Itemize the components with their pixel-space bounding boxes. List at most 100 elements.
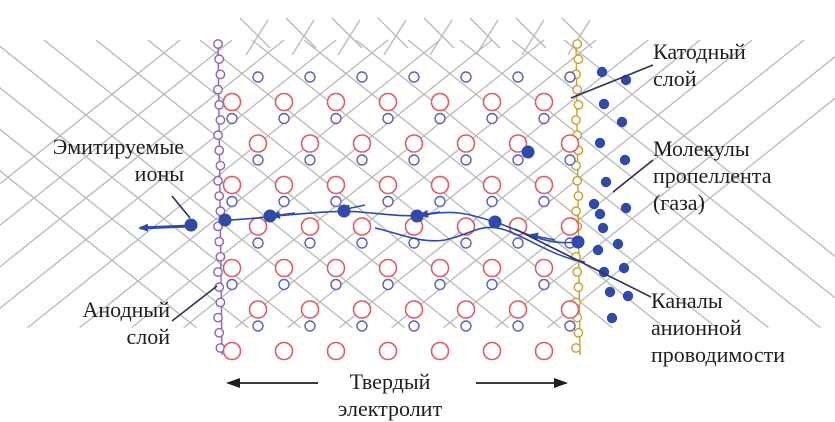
anion-lattice-site	[482, 341, 502, 361]
bond-line	[0, 39, 233, 226]
cation-lattice-site	[330, 195, 342, 208]
bond-line	[391, 39, 753, 329]
anode-bead	[215, 160, 226, 171]
anion-lattice-site	[352, 134, 372, 153]
anion-lattice-site	[430, 258, 450, 278]
gas-molecule	[596, 66, 608, 78]
bond-line	[0, 170, 197, 329]
cation-lattice-site	[278, 278, 290, 291]
bond-line	[0, 39, 285, 268]
bond-line	[429, 19, 453, 56]
mobile-ion	[337, 204, 351, 218]
anion-lattice-site	[326, 258, 346, 278]
anion-lattice-site	[248, 217, 268, 236]
cation-lattice-site	[382, 195, 394, 208]
cation-lattice-site	[408, 71, 420, 83]
anode-bead	[215, 251, 226, 262]
gas-molecule	[592, 244, 604, 256]
migration-arrow	[528, 232, 556, 241]
cation-lattice-site	[486, 112, 498, 125]
anode-bead	[213, 175, 223, 186]
anode-bead	[214, 327, 225, 338]
bond-line	[423, 17, 455, 49]
label-leader-lines	[171, 64, 654, 322]
bond-line	[0, 87, 301, 329]
bond-line	[285, 17, 317, 49]
cation-lattice-site	[252, 154, 264, 166]
anion-lattice-site	[222, 92, 242, 112]
anion-lattice-site	[300, 300, 320, 319]
gas-molecule	[594, 208, 606, 220]
anion-lattice-site	[352, 300, 372, 319]
bond-line	[0, 39, 181, 185]
cation-lattice-site	[226, 195, 238, 208]
anion-lattice-site	[482, 92, 502, 112]
bond-line	[469, 17, 501, 49]
gas-molecule	[604, 286, 616, 298]
bond-line	[337, 19, 361, 56]
anode-bead	[214, 145, 225, 156]
bond-line	[131, 39, 493, 329]
channels-leader-line	[514, 228, 652, 298]
anode-leader-line	[171, 285, 218, 322]
anion-lattice-site	[482, 175, 502, 195]
anode-bead	[213, 130, 223, 141]
cation-lattice-site	[304, 320, 316, 332]
anion-lattice-site	[534, 258, 554, 278]
propellant-gas-molecules	[588, 66, 634, 324]
bond-line	[515, 17, 547, 49]
bond-line	[459, 39, 821, 329]
gas-molecule	[598, 98, 610, 110]
cathode-bead	[571, 115, 581, 125]
anode-bead	[215, 297, 226, 308]
gas-molecule	[588, 198, 600, 210]
cation-lattice-site	[408, 320, 420, 332]
anion-lattice-site	[274, 341, 294, 361]
emitted-ion	[184, 218, 198, 232]
bond-line	[511, 39, 835, 299]
cation-lattice-site	[252, 237, 264, 249]
migration-arrow	[418, 209, 441, 218]
anion-lattice-site	[378, 175, 398, 195]
gas-molecule	[616, 116, 628, 128]
bond-line	[475, 19, 499, 56]
gas-molecule	[612, 238, 624, 250]
mobile-ion	[263, 209, 277, 223]
cathode-bead	[571, 343, 581, 353]
cation-lattice-site	[564, 154, 576, 166]
bond-line	[383, 19, 407, 56]
anion-lattice-site	[560, 300, 580, 319]
bond-line	[563, 39, 835, 258]
bond-line	[339, 39, 701, 329]
anion-lattice-site	[534, 92, 554, 112]
cation-lattice-site	[252, 320, 264, 332]
anion-lattice-site	[326, 175, 346, 195]
cation-lattice-site	[460, 71, 472, 83]
bond-line	[291, 19, 315, 56]
anode-bead	[215, 206, 226, 217]
cathode-bead	[571, 206, 581, 217]
cathode-bead	[573, 54, 584, 65]
cation-lattice-site	[356, 154, 368, 166]
bond-line	[27, 39, 389, 329]
gas-molecule	[594, 137, 606, 149]
bond-line	[0, 45, 353, 329]
cation-lattice-site	[460, 237, 472, 249]
cation-lattice-site	[226, 278, 238, 291]
emitted-ions-leader-line	[171, 195, 191, 219]
anion-lattice-site	[248, 134, 268, 153]
anion-lattice-site	[222, 258, 242, 278]
bond-line	[183, 39, 545, 329]
anion-lattice-site	[430, 341, 450, 361]
anode-bead	[214, 191, 225, 201]
anion-channels-label: Каналы анионной проводимости	[651, 288, 785, 367]
bond-line	[0, 39, 337, 309]
cation-lattice-site	[538, 112, 550, 125]
anion-lattice-site	[430, 175, 450, 195]
cathode-bead	[573, 282, 584, 293]
anode-layer-chain	[213, 39, 226, 356]
mobile-ion	[521, 145, 535, 159]
cathode-bead	[573, 99, 584, 110]
anion-lattice-site	[248, 300, 268, 319]
cation-lattice-site	[304, 237, 316, 249]
